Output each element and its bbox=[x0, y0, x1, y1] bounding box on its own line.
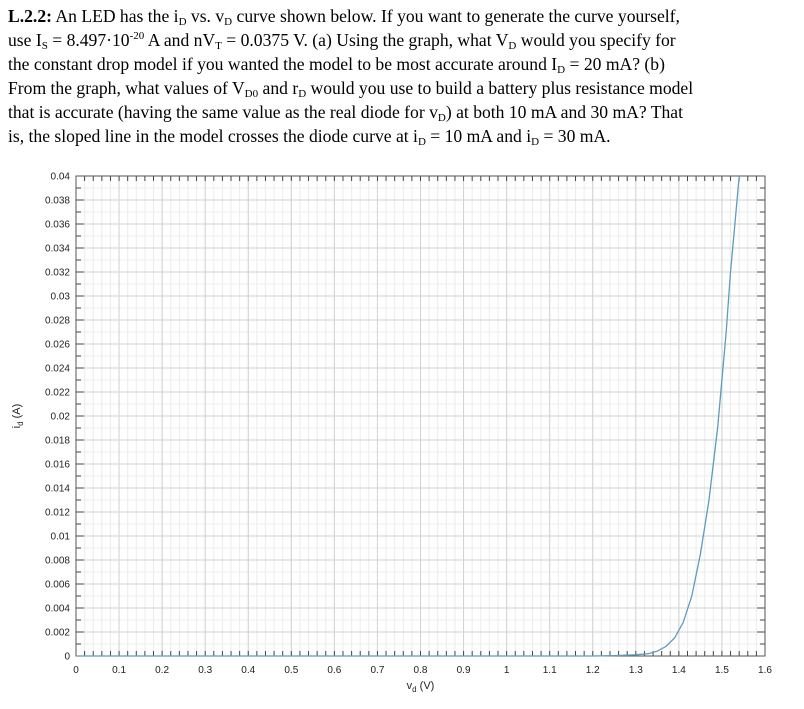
subscript: D0 bbox=[244, 88, 259, 100]
y-tick-label: 0.04 bbox=[51, 172, 71, 183]
y-tick-label: 0.006 bbox=[45, 580, 70, 591]
x-tick-label: 0.1 bbox=[112, 665, 126, 676]
x-tick-label: 1.6 bbox=[758, 665, 772, 676]
text-run: = 0.0375 V. (a) Using the graph, what V bbox=[221, 30, 509, 50]
y-axis-label-part: d bbox=[16, 421, 25, 425]
text-run: An LED has the i bbox=[55, 6, 179, 26]
subscript: D bbox=[224, 16, 233, 28]
subscript: D bbox=[178, 16, 187, 28]
x-tick-label: 0.5 bbox=[284, 665, 298, 676]
y-axis-label-part: (A) bbox=[11, 404, 23, 422]
x-tick-labels: 0 0.1 0.2 0.3 0.4 0.5 0.6 0.7 0.8 0.9 1 1.1 1.2 1.3 1.… bbox=[73, 665, 772, 676]
diode-curve bbox=[76, 175, 740, 657]
subscript: D bbox=[557, 64, 566, 76]
x-axis-label: vd (V) bbox=[407, 680, 435, 694]
y-tick-label: 0.002 bbox=[45, 628, 70, 639]
y-tick-label: 0.024 bbox=[45, 364, 70, 375]
subscript: D bbox=[298, 88, 307, 100]
text-run: and r bbox=[258, 78, 299, 98]
x-tick-label: 0 bbox=[73, 665, 79, 676]
problem-label: L.2.2: bbox=[8, 6, 52, 26]
text-run: would you use to build a battery plus re… bbox=[306, 78, 694, 98]
subscript: D bbox=[508, 40, 517, 52]
subscript: D bbox=[417, 136, 426, 148]
y-tick-label: 0.01 bbox=[51, 532, 71, 543]
text-run: that is accurate (having the same value … bbox=[8, 102, 438, 122]
y-tick-label: 0.022 bbox=[45, 388, 70, 399]
problem-statement: L.2.2: An LED has the iD vs. vD curve sh… bbox=[8, 4, 798, 148]
text-run: From the graph, what values of V bbox=[8, 78, 245, 98]
text-run: vs. v bbox=[186, 6, 225, 26]
y-tick-label: 0.03 bbox=[51, 292, 71, 303]
text-run: = 8.497·10 bbox=[47, 30, 130, 50]
y-tick-label: 0.036 bbox=[45, 220, 70, 231]
text-run: A and nV bbox=[144, 30, 216, 50]
y-tick-label: 0.028 bbox=[45, 316, 70, 327]
y-tick-label: 0 bbox=[64, 652, 70, 663]
problem-line: is, the sloped line in the model crosses… bbox=[8, 124, 798, 148]
problem-line: use IS = 8.497·10-20 A and nVT = 0.0375 … bbox=[8, 28, 798, 52]
x-tick-label: 0.7 bbox=[370, 665, 384, 676]
text-run: = 10 mA and i bbox=[425, 126, 532, 146]
x-tick-label: 0.2 bbox=[155, 665, 169, 676]
y-tick-labels: 0 0.002 0.004 0.006 0.008 0.01 0.012 0.014 0.016… bbox=[45, 172, 70, 663]
y-tick-label: 0.02 bbox=[51, 412, 71, 423]
y-tick-label: 0.032 bbox=[45, 268, 70, 279]
x-tick-label: 1 bbox=[504, 665, 510, 676]
x-tick-label: 1.4 bbox=[672, 665, 686, 676]
y-tick-label: 0.034 bbox=[45, 244, 70, 255]
x-tick-label: 1.3 bbox=[629, 665, 643, 676]
y-axis-label: id (A) bbox=[11, 404, 25, 429]
text-run: is, the sloped line in the model crosses… bbox=[8, 126, 418, 146]
text-run: = 20 mA? (b) bbox=[565, 54, 665, 74]
problem-line: From the graph, what values of VD0 and r… bbox=[8, 76, 798, 100]
y-tick-label: 0.008 bbox=[45, 556, 70, 567]
y-tick-label: 0.014 bbox=[45, 484, 70, 495]
x-tick-label: 0.4 bbox=[241, 665, 255, 676]
major-grid bbox=[75, 175, 766, 657]
x-axis-label-part: v bbox=[407, 680, 413, 692]
x-tick-label: 1.5 bbox=[715, 665, 729, 676]
superscript: -20 bbox=[129, 30, 145, 42]
y-tick-label: 0.026 bbox=[45, 340, 70, 351]
problem-line: L.2.2: An LED has the iD vs. vD curve sh… bbox=[8, 4, 798, 28]
text-run: = 30 mA. bbox=[539, 126, 611, 146]
x-tick-label: 0.9 bbox=[457, 665, 471, 676]
text-run: the constant drop model if you wanted th… bbox=[8, 54, 558, 74]
axis-ticks bbox=[75, 175, 766, 657]
y-tick-label: 0.018 bbox=[45, 436, 70, 447]
y-tick-label: 0.012 bbox=[45, 508, 70, 519]
x-tick-label: 1.2 bbox=[586, 665, 600, 676]
x-axis-label-part: d bbox=[412, 685, 416, 694]
subscript: D bbox=[437, 112, 446, 124]
y-tick-label: 0.016 bbox=[45, 460, 70, 471]
y-tick-label: 0.038 bbox=[45, 196, 70, 207]
x-tick-label: 0.6 bbox=[327, 665, 341, 676]
subscript: S bbox=[41, 40, 48, 52]
iv-curve-chart: 0 0.1 0.2 0.3 0.4 0.5 0.6 0.7 0.8 0.9 1 1.1 1.2 1.3 1.… bbox=[11, 172, 772, 695]
text-run: use I bbox=[8, 30, 42, 50]
y-axis-label-part: i bbox=[11, 426, 23, 428]
text-run: ) at both 10 mA and 30 mA? That bbox=[445, 102, 683, 122]
subscript: D bbox=[531, 136, 540, 148]
text-run: curve shown below. If you want to genera… bbox=[232, 6, 680, 26]
x-tick-label: 0.8 bbox=[414, 665, 428, 676]
x-tick-label: 0.3 bbox=[198, 665, 212, 676]
problem-line: the constant drop model if you wanted th… bbox=[8, 52, 798, 76]
y-tick-label: 0.004 bbox=[45, 604, 70, 615]
subscript: T bbox=[215, 40, 222, 52]
x-tick-label: 1.1 bbox=[543, 665, 557, 676]
text-run: would you specify for bbox=[516, 30, 676, 50]
problem-text: An LED has the iD vs. vD curve shown bel… bbox=[55, 6, 680, 28]
problem-line: that is accurate (having the same value … bbox=[8, 100, 798, 124]
x-axis-label-part: (V) bbox=[417, 680, 435, 692]
